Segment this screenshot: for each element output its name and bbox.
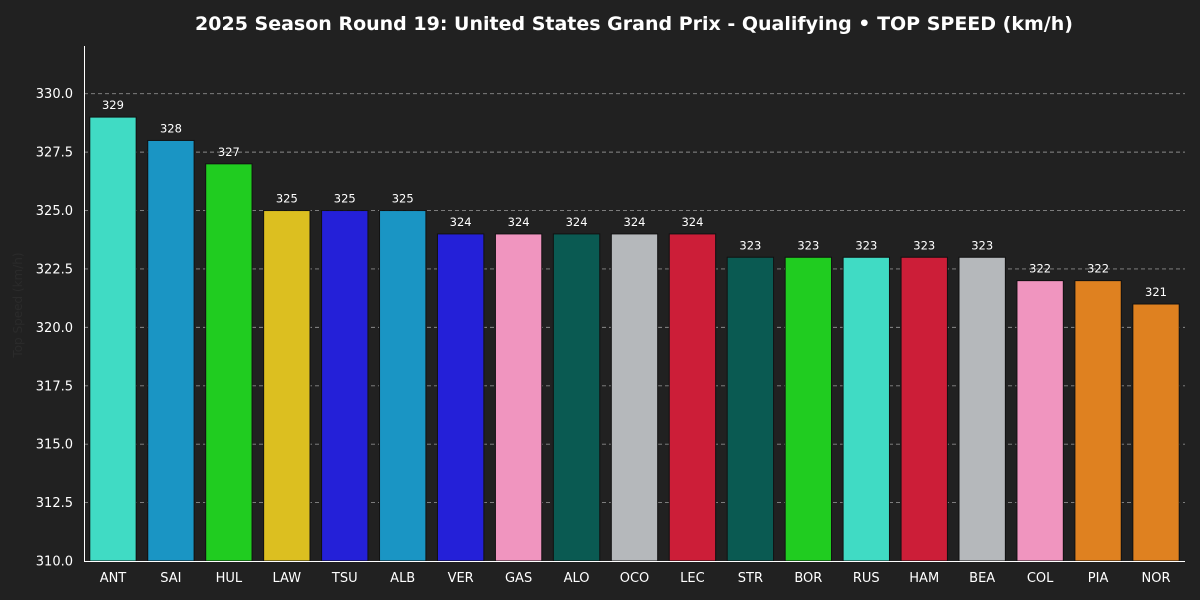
value-label-ham: 323 bbox=[913, 238, 935, 252]
value-label-gas: 324 bbox=[508, 215, 530, 229]
x-tick-label-hul: HUL bbox=[216, 571, 243, 586]
y-tick-label: 320.0 bbox=[36, 321, 73, 336]
x-tick-label-alo: ALO bbox=[564, 571, 590, 586]
x-tick-label-pia: PIA bbox=[1088, 571, 1109, 586]
value-label-sai: 328 bbox=[160, 121, 182, 135]
bar-ham bbox=[900, 256, 948, 562]
y-tick-labels: 310.0 312.5 315.0 317.5 320.0 322.5 325.0 327.5… bbox=[36, 87, 73, 569]
bar-gas bbox=[494, 233, 543, 562]
x-tick-label-bea: BEA bbox=[969, 571, 995, 586]
bars bbox=[89, 116, 1180, 562]
y-tick-label: 315.0 bbox=[36, 438, 73, 453]
bar-rus bbox=[842, 256, 890, 562]
value-label-alo: 324 bbox=[566, 215, 588, 229]
bar-bea bbox=[958, 256, 1006, 562]
x-tick-label-str: STR bbox=[738, 571, 763, 586]
bar-col bbox=[1016, 280, 1064, 562]
bar-bor bbox=[784, 256, 833, 562]
y-tick-label: 330.0 bbox=[36, 87, 73, 102]
x-tick-label-col: COL bbox=[1027, 571, 1054, 586]
bar-sai bbox=[147, 139, 195, 562]
x-tick-label-nor: NOR bbox=[1142, 571, 1171, 586]
y-tick-label: 327.5 bbox=[36, 146, 73, 161]
value-label-str: 323 bbox=[739, 238, 761, 252]
x-tick-label-alb: ALB bbox=[390, 571, 415, 586]
bar-alo bbox=[552, 233, 601, 562]
y-tick-label: 310.0 bbox=[36, 555, 73, 570]
value-label-col: 322 bbox=[1029, 262, 1051, 276]
bar-oco bbox=[610, 233, 659, 562]
x-tick-labels: ANT SAI HUL LAW TSU ALB VER GAS ALO OCO LEC STR BOR R… bbox=[100, 571, 1171, 586]
bar-ant bbox=[89, 116, 137, 562]
value-label-nor: 321 bbox=[1145, 285, 1167, 299]
chart-title: 2025 Season Round 19: United States Gran… bbox=[195, 13, 1073, 35]
x-tick-label-oco: OCO bbox=[620, 571, 650, 586]
value-label-lec: 324 bbox=[681, 215, 703, 229]
value-label-rus: 323 bbox=[855, 238, 877, 252]
value-label-bea: 323 bbox=[971, 238, 993, 252]
y-tick-label: 325.0 bbox=[36, 204, 73, 219]
x-tick-label-ant: ANT bbox=[100, 571, 127, 586]
bar-ver bbox=[436, 233, 485, 562]
value-label-hul: 327 bbox=[218, 145, 240, 159]
value-label-ant: 329 bbox=[102, 98, 124, 112]
bar-nor bbox=[1132, 303, 1180, 562]
x-tick-label-sai: SAI bbox=[160, 571, 181, 586]
y-axis-label: Top Speed (km/h) bbox=[11, 252, 25, 358]
value-label-ver: 324 bbox=[450, 215, 472, 229]
bar-pia bbox=[1074, 280, 1122, 562]
value-label-oco: 324 bbox=[624, 215, 646, 229]
value-label-law: 325 bbox=[276, 192, 298, 206]
x-tick-label-lec: LEC bbox=[680, 571, 705, 586]
x-tick-label-gas: GAS bbox=[505, 571, 532, 586]
value-label-pia: 322 bbox=[1087, 262, 1109, 276]
bar-lec bbox=[668, 233, 717, 562]
value-label-tsu: 325 bbox=[334, 192, 356, 206]
value-labels: 329 328 327 325 325 325 324 324 324 324 324 323 323 3… bbox=[102, 98, 1167, 299]
bar-tsu bbox=[321, 210, 369, 562]
x-tick-label-law: LAW bbox=[273, 571, 302, 586]
value-label-alb: 325 bbox=[392, 192, 414, 206]
bar-hul bbox=[205, 163, 253, 562]
value-label-bor: 323 bbox=[797, 238, 819, 252]
bar-alb bbox=[379, 210, 427, 562]
x-tick-label-tsu: TSU bbox=[331, 571, 358, 586]
y-tick-label: 322.5 bbox=[36, 262, 73, 277]
x-tick-label-rus: RUS bbox=[853, 571, 880, 586]
x-tick-label-bor: BOR bbox=[794, 571, 822, 586]
y-tick-label: 317.5 bbox=[36, 379, 73, 394]
y-tick-label: 312.5 bbox=[36, 496, 73, 511]
bar-law bbox=[263, 210, 311, 562]
bar-str bbox=[726, 256, 775, 562]
x-tick-label-ham: HAM bbox=[909, 571, 939, 586]
x-tick-label-ver: VER bbox=[448, 571, 474, 586]
